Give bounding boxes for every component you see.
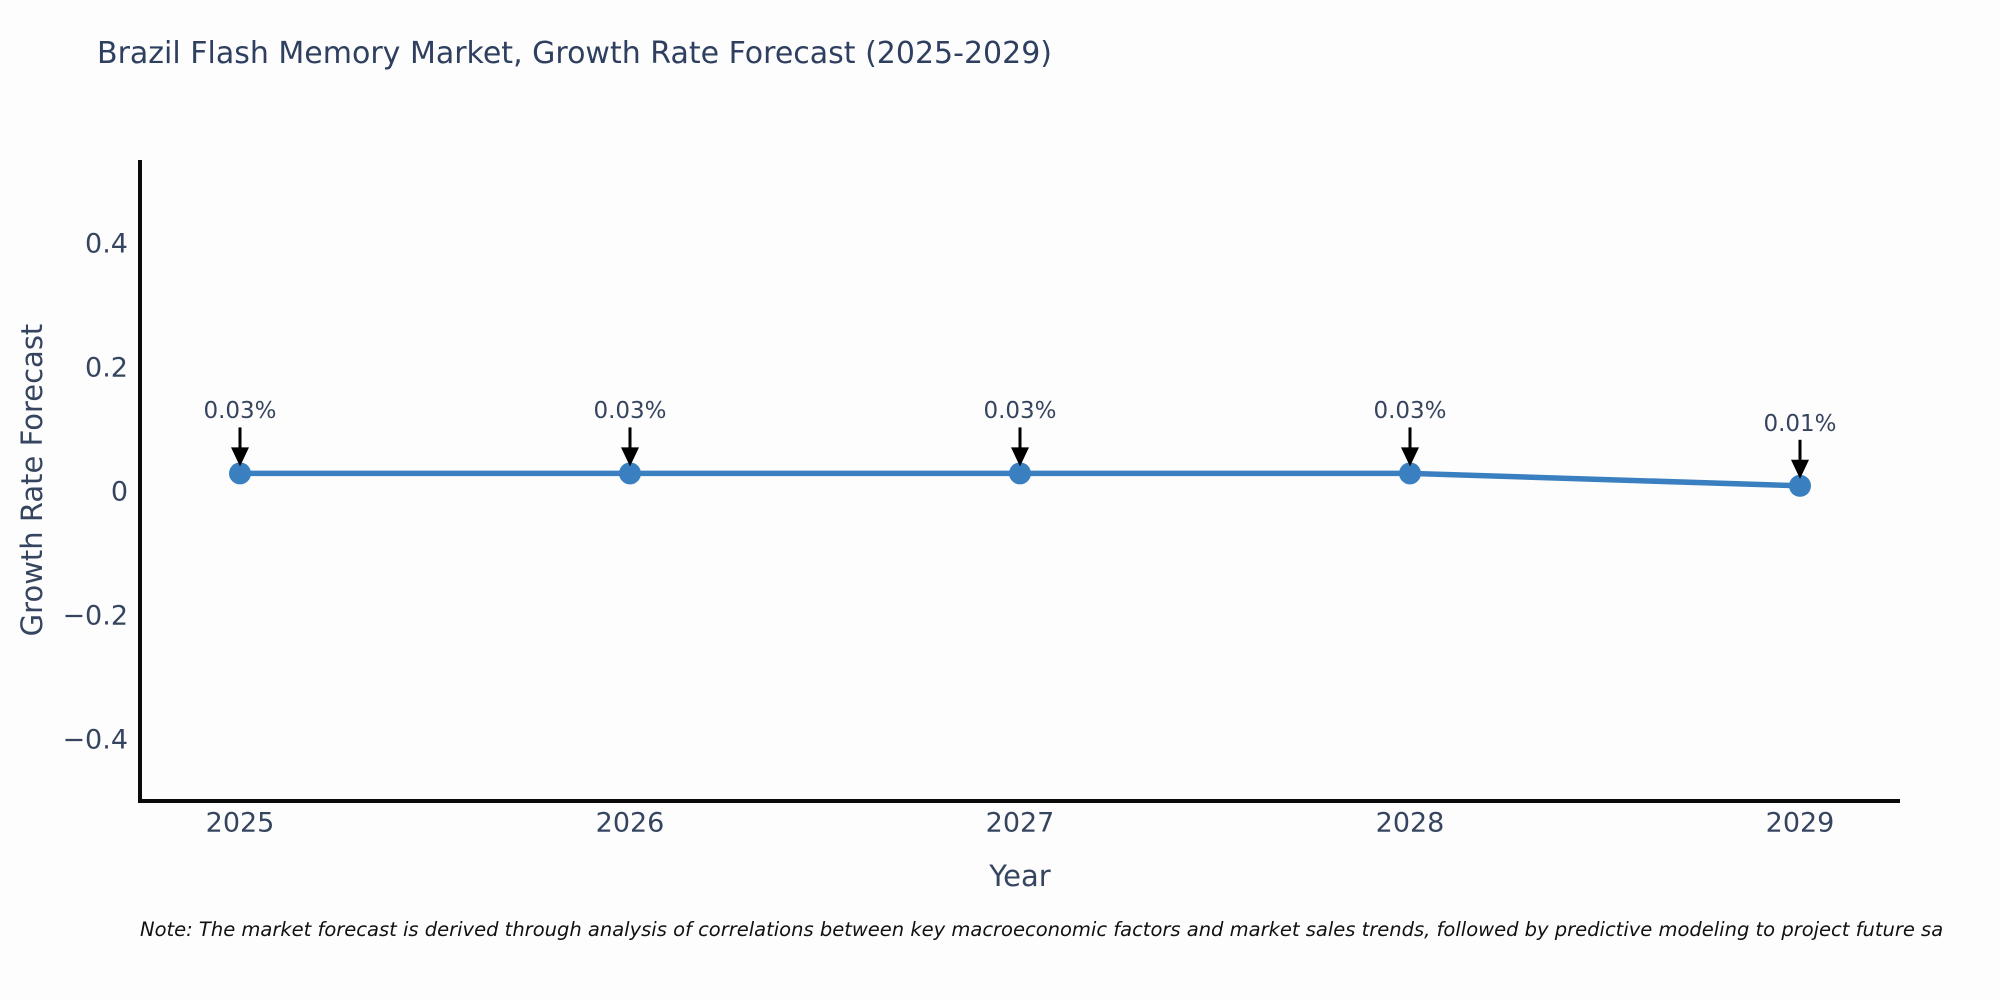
y-axis-label: Growth Rate Forecast (15, 323, 49, 637)
footnote: Note: The market forecast is derived thr… (140, 918, 1944, 941)
y-tick-label: −0.4 (62, 724, 128, 756)
data-point-marker (229, 462, 251, 485)
x-tick-label: 2029 (1765, 807, 1835, 839)
point-annotation: 0.03% (1373, 398, 1447, 425)
annotation-arrow-head (231, 447, 249, 467)
y-tick-label: 0.4 (85, 228, 128, 260)
data-point-marker (1789, 474, 1811, 497)
point-annotation: 0.01% (1763, 410, 1837, 437)
y-tick-label: 0.2 (85, 352, 128, 384)
x-tick-label: 2027 (985, 807, 1055, 839)
x-axis-label: Year (989, 859, 1051, 893)
annotation-arrow-head (1011, 447, 1029, 467)
point-annotation: 0.03% (203, 398, 277, 425)
x-tick-label: 2025 (205, 807, 275, 839)
chart-title: Brazil Flash Memory Market, Growth Rate … (97, 36, 1053, 71)
point-annotation: 0.03% (593, 398, 667, 425)
point-annotation: 0.03% (983, 398, 1057, 425)
data-point-marker (1009, 462, 1031, 485)
y-tick-label: 0 (110, 476, 128, 508)
x-tick-label: 2028 (1375, 807, 1445, 839)
data-point-marker (619, 462, 641, 485)
annotation-arrow-head (1401, 447, 1419, 467)
annotation-arrow-head (1791, 459, 1809, 479)
data-point-marker (1399, 462, 1421, 485)
y-tick-label: −0.2 (62, 600, 128, 632)
x-tick-label: 2026 (595, 807, 665, 839)
annotation-arrow-head (621, 447, 639, 467)
